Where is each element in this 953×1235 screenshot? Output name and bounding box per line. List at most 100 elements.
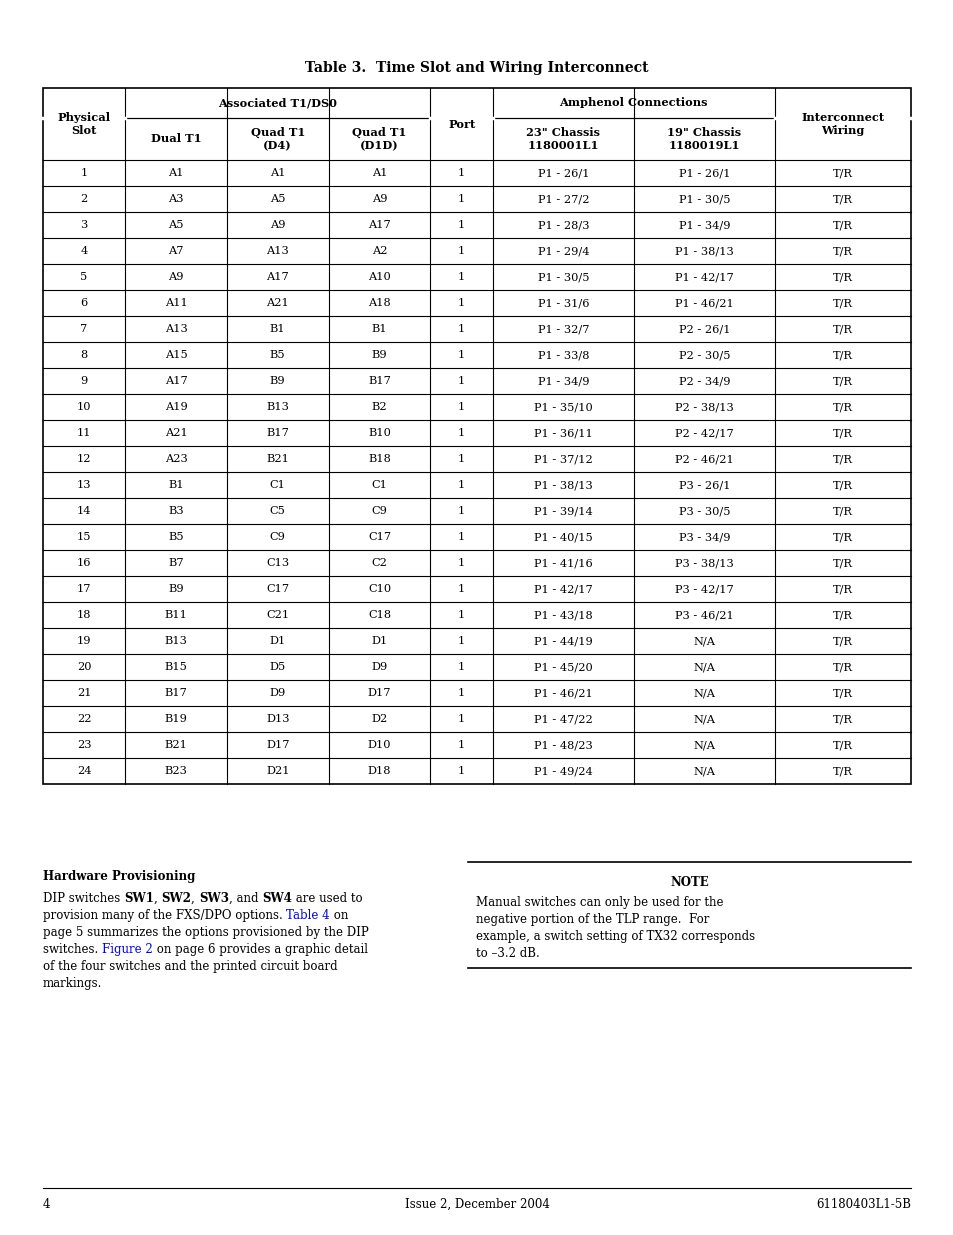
Text: provision many of the FXS/DPO options.: provision many of the FXS/DPO options.	[43, 909, 286, 923]
Text: P3 - 30/5: P3 - 30/5	[678, 506, 729, 516]
Text: D9: D9	[270, 688, 286, 698]
Text: B21: B21	[266, 454, 289, 464]
Text: P1 - 44/19: P1 - 44/19	[534, 636, 592, 646]
Text: 1: 1	[457, 506, 465, 516]
Text: B5: B5	[168, 532, 184, 542]
Text: P1 - 38/13: P1 - 38/13	[674, 246, 733, 256]
Text: B9: B9	[372, 350, 387, 359]
Text: B1: B1	[372, 324, 387, 333]
Text: 2: 2	[80, 194, 88, 204]
Text: Port: Port	[448, 119, 475, 130]
Text: 1: 1	[457, 246, 465, 256]
Text: 1: 1	[457, 532, 465, 542]
Text: T/R: T/R	[832, 298, 852, 308]
Text: P1 - 28/3: P1 - 28/3	[537, 220, 588, 230]
Text: B2: B2	[372, 403, 387, 412]
Text: ,: ,	[153, 892, 161, 905]
Text: SW3: SW3	[198, 892, 229, 905]
Text: T/R: T/R	[832, 246, 852, 256]
Text: SW2: SW2	[161, 892, 192, 905]
Text: 3: 3	[80, 220, 88, 230]
Text: C13: C13	[266, 558, 289, 568]
Text: B15: B15	[164, 662, 187, 672]
Text: 1: 1	[457, 584, 465, 594]
Text: B9: B9	[270, 375, 285, 387]
Text: P3 - 42/17: P3 - 42/17	[674, 584, 733, 594]
Text: T/R: T/R	[832, 480, 852, 490]
Text: A15: A15	[165, 350, 187, 359]
Text: SW1: SW1	[124, 892, 153, 905]
Text: A5: A5	[168, 220, 184, 230]
Text: A10: A10	[368, 272, 391, 282]
Text: 21: 21	[77, 688, 91, 698]
Text: A23: A23	[165, 454, 187, 464]
Text: T/R: T/R	[832, 324, 852, 333]
Text: 4: 4	[43, 1198, 51, 1212]
Text: T/R: T/R	[832, 454, 852, 464]
Text: P1 - 40/15: P1 - 40/15	[534, 532, 592, 542]
Text: 1: 1	[457, 375, 465, 387]
Text: P1 - 29/4: P1 - 29/4	[537, 246, 588, 256]
Text: T/R: T/R	[832, 375, 852, 387]
Text: P3 - 38/13: P3 - 38/13	[674, 558, 733, 568]
Text: 8: 8	[80, 350, 88, 359]
Text: N/A: N/A	[693, 740, 715, 750]
Text: 12: 12	[77, 454, 91, 464]
Text: are used to: are used to	[292, 892, 362, 905]
Text: 4: 4	[80, 246, 88, 256]
Text: 16: 16	[77, 558, 91, 568]
Text: 6: 6	[80, 298, 88, 308]
Text: 61180403L1-5B: 61180403L1-5B	[815, 1198, 910, 1212]
Text: on: on	[330, 909, 348, 923]
Text: C18: C18	[368, 610, 391, 620]
Text: 23" Chassis
1180001L1: 23" Chassis 1180001L1	[526, 127, 599, 151]
Text: C2: C2	[371, 558, 387, 568]
Text: A21: A21	[266, 298, 289, 308]
Text: D1: D1	[371, 636, 387, 646]
Text: P1 - 36/11: P1 - 36/11	[534, 429, 592, 438]
Text: B11: B11	[164, 610, 187, 620]
Text: P2 - 26/1: P2 - 26/1	[678, 324, 729, 333]
Text: 1: 1	[457, 403, 465, 412]
Text: N/A: N/A	[693, 688, 715, 698]
Text: 17: 17	[77, 584, 91, 594]
Text: 1: 1	[457, 454, 465, 464]
Text: Dual T1: Dual T1	[151, 133, 201, 144]
Text: D13: D13	[266, 714, 289, 724]
Text: 1: 1	[457, 558, 465, 568]
Text: 10: 10	[77, 403, 91, 412]
Text: B18: B18	[368, 454, 391, 464]
Text: N/A: N/A	[693, 662, 715, 672]
Text: A9: A9	[270, 220, 285, 230]
Text: Table 4: Table 4	[286, 909, 330, 923]
Text: ,: ,	[192, 892, 198, 905]
Text: 7: 7	[80, 324, 88, 333]
Text: example, a switch setting of TX32 corresponds: example, a switch setting of TX32 corres…	[476, 930, 755, 944]
Text: B3: B3	[168, 506, 184, 516]
Text: P1 - 26/1: P1 - 26/1	[678, 168, 729, 178]
Text: T/R: T/R	[832, 272, 852, 282]
Text: P1 - 42/17: P1 - 42/17	[534, 584, 592, 594]
Text: 23: 23	[77, 740, 91, 750]
Text: T/R: T/R	[832, 194, 852, 204]
Text: 1: 1	[80, 168, 88, 178]
Text: A17: A17	[266, 272, 289, 282]
Text: B10: B10	[368, 429, 391, 438]
Text: 1: 1	[457, 480, 465, 490]
Text: D17: D17	[367, 688, 391, 698]
Text: 1: 1	[457, 194, 465, 204]
Text: D5: D5	[270, 662, 286, 672]
Text: 18: 18	[77, 610, 91, 620]
Text: B23: B23	[164, 766, 187, 776]
Text: T/R: T/R	[832, 584, 852, 594]
Text: P1 - 30/5: P1 - 30/5	[678, 194, 729, 204]
Text: Figure 2: Figure 2	[102, 944, 152, 956]
Text: B19: B19	[164, 714, 187, 724]
Text: on page 6 provides a graphic detail: on page 6 provides a graphic detail	[152, 944, 367, 956]
Text: 20: 20	[77, 662, 91, 672]
Text: 1: 1	[457, 350, 465, 359]
Text: T/R: T/R	[832, 506, 852, 516]
Text: D10: D10	[367, 740, 391, 750]
Text: D2: D2	[371, 714, 387, 724]
Text: B17: B17	[266, 429, 289, 438]
